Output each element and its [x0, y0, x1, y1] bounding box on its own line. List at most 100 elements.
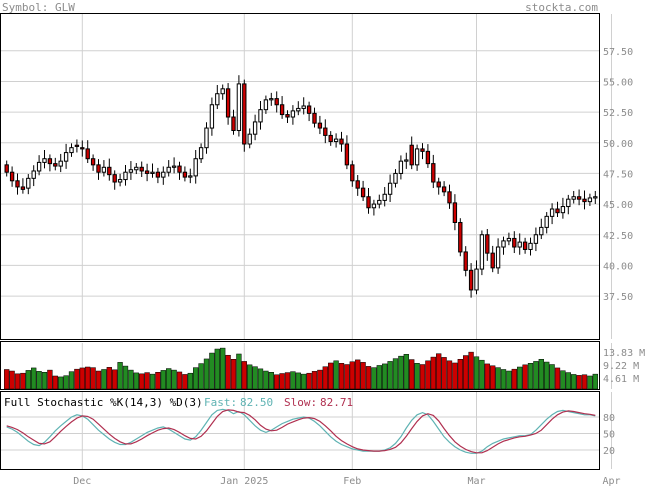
candle: [209, 97, 215, 136]
candle-body: [155, 171, 161, 178]
candle-body: [26, 177, 31, 189]
volume-bar: [484, 363, 490, 390]
candle-body: [274, 98, 279, 106]
candle-body: [425, 150, 431, 165]
candle-body: [339, 138, 344, 145]
candle: [215, 85, 220, 110]
candle: [242, 79, 247, 152]
fast-label: Fast:: [204, 396, 237, 409]
volume-bar: [398, 355, 404, 390]
candle-body: [593, 196, 598, 199]
volume-bar: [457, 359, 463, 390]
volume-bar: [176, 371, 183, 390]
candle-body: [555, 208, 560, 214]
date-tick-label: Mar: [467, 476, 485, 486]
candle: [220, 84, 225, 100]
candle: [150, 163, 155, 178]
candle: [323, 119, 328, 144]
volume-bar: [344, 364, 350, 390]
volume-bar: [571, 374, 577, 390]
volume-bar: [490, 365, 496, 390]
volume-tick-label: 13.83 M: [603, 348, 645, 359]
candle: [269, 92, 274, 106]
candle: [317, 115, 323, 135]
stochastic-lines: [6, 408, 596, 454]
volume-bar: [236, 353, 242, 390]
volume-bar: [473, 356, 480, 390]
volume-bar: [592, 373, 598, 390]
volume-bar: [301, 373, 307, 390]
volume-bar: [452, 362, 458, 390]
candle: [26, 174, 31, 195]
candle-body: [279, 104, 285, 116]
candle-body: [452, 202, 458, 223]
candle-body: [587, 197, 593, 203]
stochastic-axis-labels: 80 50 20: [603, 413, 615, 457]
candle: [409, 136, 414, 170]
volume-bar: [139, 373, 145, 390]
candle-body: [31, 170, 36, 179]
volume-bar: [112, 369, 118, 390]
volume-bar: [58, 376, 64, 390]
candle-body: [317, 122, 323, 129]
price-tick-label: 47.50: [603, 169, 633, 180]
volume-bar: [284, 372, 291, 390]
candle-body: [306, 105, 312, 114]
candle-body: [96, 164, 101, 173]
slow-value: 82.71: [320, 396, 353, 409]
volume-tick-label: 4.61 M: [603, 374, 639, 385]
candle: [447, 184, 452, 209]
volume-bar: [587, 375, 593, 390]
volume-bar: [74, 368, 80, 390]
candle: [204, 122, 209, 154]
candle-body: [177, 165, 182, 173]
volume-bar: [225, 354, 231, 390]
candle: [539, 218, 544, 240]
slow-label: Slow:: [284, 396, 317, 409]
date-tick-label: Jan 2025: [220, 476, 268, 486]
candle-body: [301, 105, 306, 109]
candle-body: [269, 98, 274, 101]
candle: [404, 152, 409, 169]
candle-body: [47, 158, 53, 165]
price-tick-label: 42.50: [603, 231, 633, 242]
volume-bar: [322, 366, 328, 390]
volume-bar: [376, 365, 382, 390]
candle-body: [258, 109, 263, 123]
candle-body: [328, 134, 333, 143]
candle-body: [166, 166, 171, 173]
volume-bar: [279, 373, 285, 390]
volume-tick-label: 9.22 M: [603, 361, 639, 372]
volume-bar: [544, 361, 550, 390]
candle: [501, 236, 506, 255]
candle-body: [501, 240, 506, 248]
candle: [101, 160, 107, 177]
candle: [90, 154, 96, 171]
price-panel-frame: [0, 13, 600, 340]
candle-body: [468, 269, 474, 291]
volume-bar: [241, 361, 247, 390]
candle-body: [182, 171, 188, 178]
candle: [339, 131, 344, 152]
volume-bar: [193, 367, 199, 390]
volume-bar: [290, 371, 296, 390]
volume-bar: [576, 375, 582, 390]
candle: [285, 110, 290, 124]
candle-body: [463, 251, 468, 271]
candle: [414, 144, 420, 171]
candle-body: [333, 138, 339, 143]
candle: [587, 193, 593, 206]
volume-bar: [560, 370, 566, 390]
candle: [544, 212, 549, 234]
candle: [301, 97, 306, 115]
candle-body: [560, 206, 566, 214]
volume-bar: [349, 361, 355, 390]
candle-body: [495, 246, 501, 269]
candle-body: [101, 166, 107, 173]
candle-body: [382, 193, 387, 201]
volume-bar: [63, 375, 69, 390]
stochastic-tick-label: 20: [603, 446, 615, 457]
volume-bar: [85, 366, 91, 390]
candle: [107, 158, 112, 181]
volume-bar: [317, 369, 323, 390]
